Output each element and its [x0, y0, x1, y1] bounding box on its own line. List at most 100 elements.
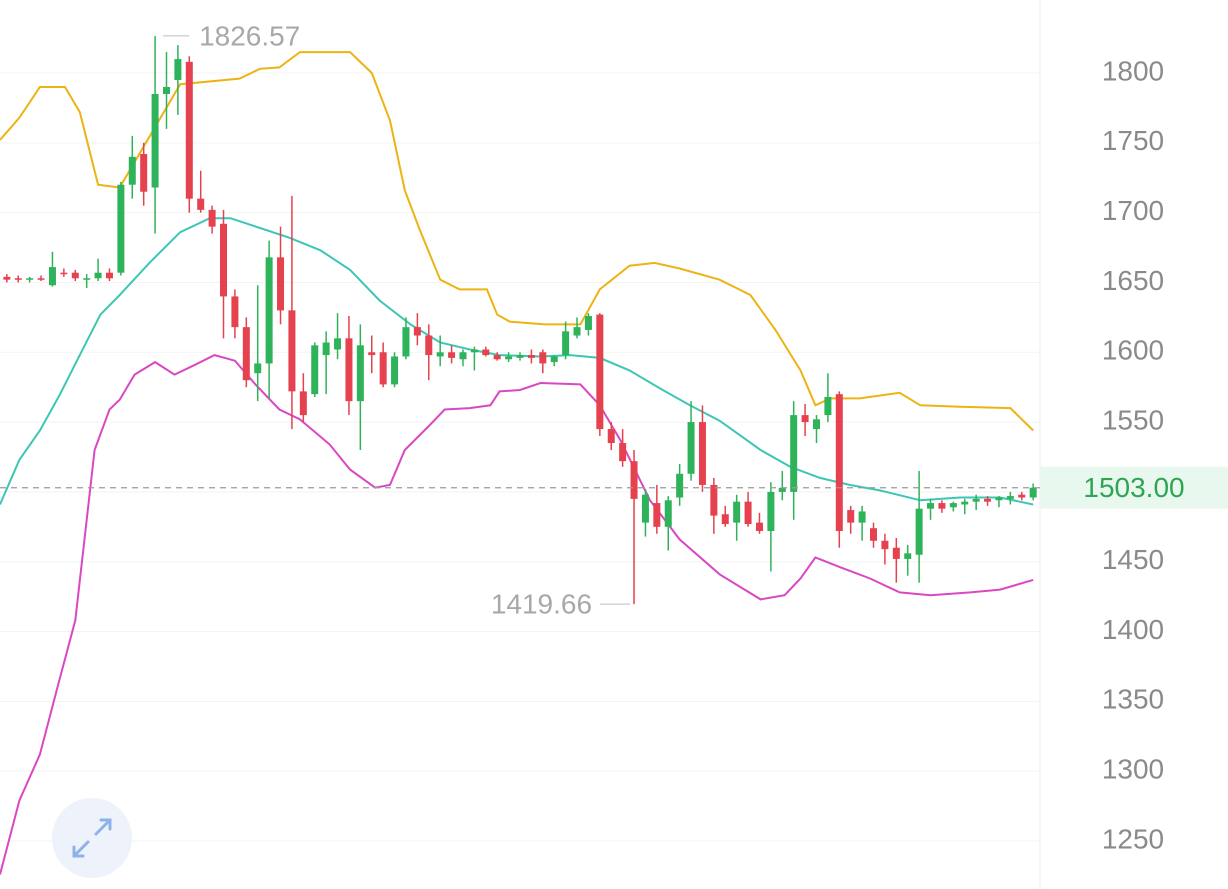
- candle-body: [356, 345, 364, 402]
- band-line: [0, 354, 1034, 875]
- candle-body: [334, 338, 342, 350]
- candle-body: [482, 349, 490, 356]
- candle-body: [117, 184, 125, 273]
- candle-body: [972, 498, 980, 502]
- labels: 1250130013501400145015001550160016501700…: [0, 20, 1228, 854]
- last-price-label: 1503.00: [1083, 472, 1184, 503]
- candle-body: [698, 422, 706, 485]
- candle-body: [607, 429, 615, 444]
- candle-body: [402, 327, 410, 357]
- candle-body: [584, 315, 592, 330]
- candle-body: [1006, 496, 1014, 499]
- candle-body: [721, 514, 729, 525]
- candle-body: [984, 498, 992, 502]
- candle-body: [927, 503, 935, 509]
- candle-body: [391, 356, 399, 385]
- candle-body: [630, 461, 638, 499]
- candle-body: [744, 501, 752, 525]
- candle-body: [835, 394, 843, 531]
- candle-body: [26, 278, 34, 280]
- candle-body: [105, 272, 113, 279]
- candle-body: [790, 415, 798, 492]
- candles: [3, 35, 1037, 605]
- candle-body: [904, 553, 912, 559]
- candle-body: [858, 511, 866, 523]
- candle-body: [265, 257, 273, 364]
- candle-body: [299, 391, 307, 416]
- candle-body: [892, 547, 900, 559]
- candle-body: [573, 327, 581, 336]
- last-price-box: [1040, 466, 1228, 509]
- candle-body: [174, 59, 182, 81]
- candle-body: [847, 510, 855, 523]
- y-tick-label: 1750: [1102, 125, 1164, 156]
- candle-body: [710, 484, 718, 516]
- candle-body: [812, 419, 820, 430]
- candle-body: [208, 209, 216, 227]
- candle-body: [938, 503, 946, 509]
- candle-body: [379, 352, 387, 385]
- candle-body: [14, 278, 22, 280]
- candle-body: [368, 352, 376, 356]
- band-line: [0, 51, 1034, 432]
- low-label: 1419.66: [491, 588, 592, 619]
- candle-body: [596, 314, 604, 430]
- candle-body: [48, 267, 56, 286]
- candle-body: [778, 487, 786, 492]
- candle-body: [676, 473, 684, 498]
- candle-body: [220, 223, 228, 297]
- high-label: 1826.57: [199, 20, 300, 51]
- candle-body: [436, 352, 444, 357]
- y-tick-label: 1650: [1102, 265, 1164, 296]
- candle-body: [641, 494, 649, 523]
- y-tick-label: 1800: [1102, 55, 1164, 86]
- candle-body: [470, 349, 478, 353]
- candle-body: [94, 272, 102, 279]
- candle-body: [619, 443, 627, 462]
- candle-body: [425, 335, 433, 356]
- expand-button[interactable]: [52, 798, 132, 878]
- candle-body: [1029, 487, 1037, 498]
- candle-body: [687, 422, 695, 474]
- price-axis-bg: [1040, 0, 1228, 889]
- candle-body: [197, 198, 205, 210]
- candle-body: [128, 156, 136, 185]
- bands: [0, 51, 1034, 875]
- candle-body: [653, 503, 661, 527]
- candle-body: [83, 278, 91, 280]
- candle-body: [733, 501, 741, 523]
- candle-body: [277, 257, 285, 311]
- candle-body: [801, 415, 809, 423]
- candle-body: [949, 503, 957, 508]
- y-tick-label: 1600: [1102, 335, 1164, 366]
- candle-body: [140, 154, 148, 192]
- y-tick-label: 1350: [1102, 684, 1164, 715]
- grid: [0, 72, 1040, 842]
- candle-body: [961, 501, 969, 505]
- y-tick-label: 1700: [1102, 195, 1164, 226]
- candle-body: [71, 272, 79, 279]
- y-tick-label: 1400: [1102, 614, 1164, 645]
- candle-body: [493, 355, 501, 360]
- candle-body: [767, 491, 775, 531]
- candle-body: [231, 296, 239, 328]
- candle-body: [254, 363, 262, 374]
- candle-body: [311, 345, 319, 395]
- candle-body: [539, 352, 547, 364]
- candle-body: [185, 61, 193, 199]
- candle-body: [345, 338, 353, 402]
- candle-body: [322, 342, 330, 356]
- band-line: [0, 217, 1034, 506]
- y-tick-label: 1300: [1102, 754, 1164, 785]
- candle-body: [562, 331, 570, 356]
- candle-body: [288, 310, 296, 392]
- candle-body: [60, 272, 68, 275]
- candle-body: [870, 528, 878, 541]
- candle-body: [664, 500, 672, 527]
- candle-body: [824, 396, 832, 416]
- candle-body: [242, 327, 250, 381]
- candle-body: [881, 540, 889, 550]
- candle-body: [3, 276, 11, 280]
- y-tick-label: 1450: [1102, 544, 1164, 575]
